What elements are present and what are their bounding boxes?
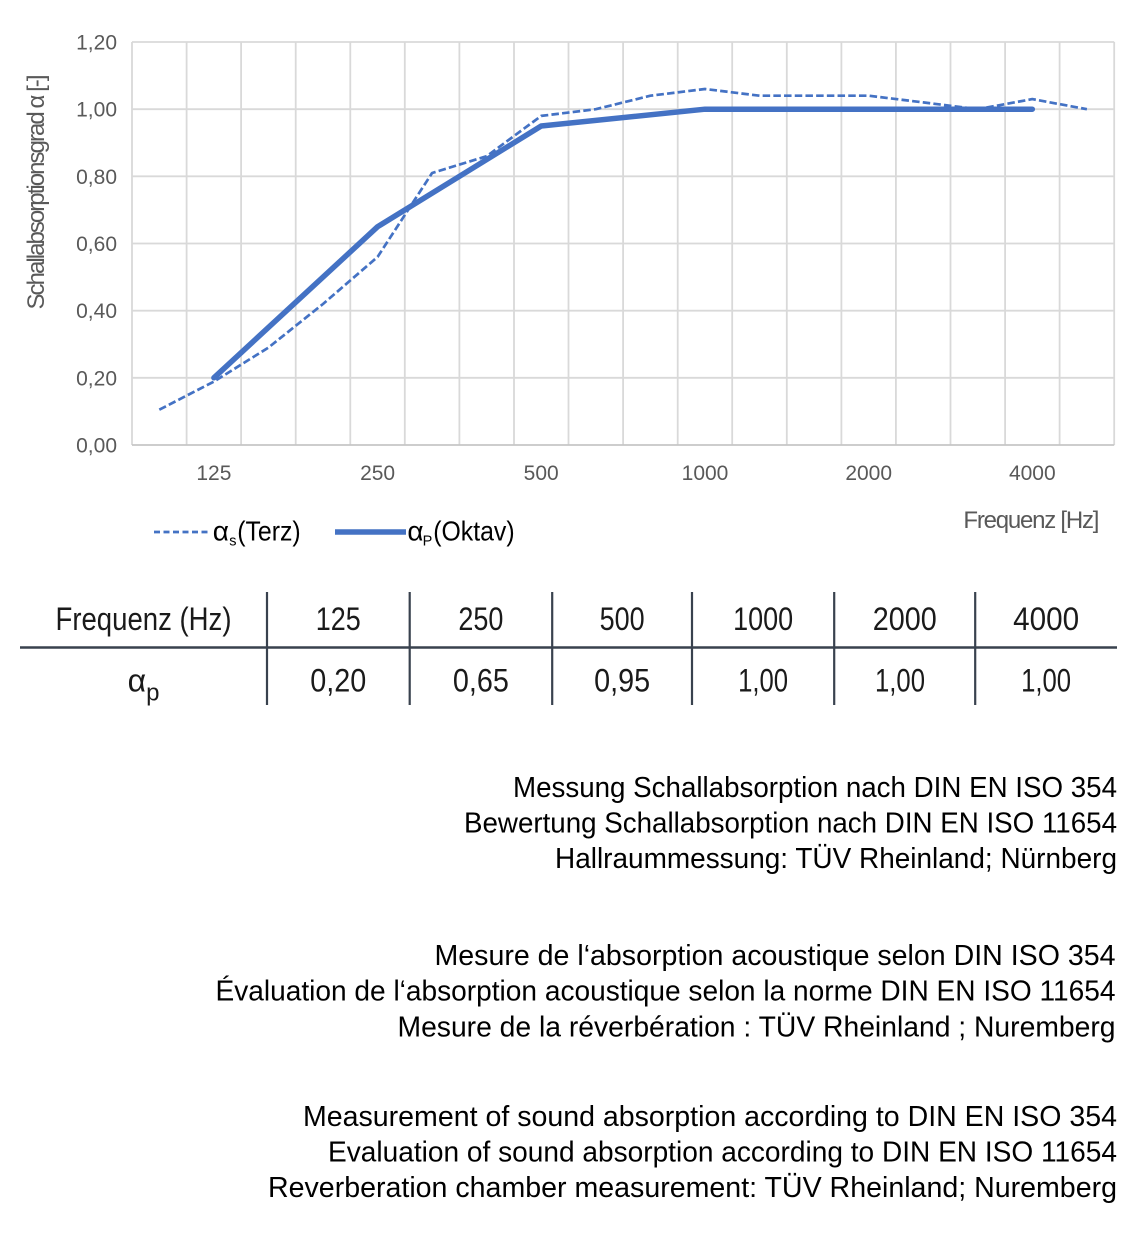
svg-text:Messung Schallabsorption nach: Messung Schallabsorption nach DIN EN ISO… [513,772,1117,804]
svg-text:Hallraummessung: TÜV Rheinland: Hallraummessung: TÜV Rheinland; Nürnberg [555,843,1117,875]
svg-text:Évaluation de l‘absorption aco: Évaluation de l‘absorption acoustique se… [216,975,1116,1008]
svg-text:250: 250 [458,601,503,637]
svg-text:250: 250 [360,462,395,485]
svg-text:1,00: 1,00 [738,663,788,699]
svg-text:Bewertung Schallabsorption nac: Bewertung Schallabsorption nach DIN EN I… [464,808,1117,840]
svg-text:Frequenz (Hz): Frequenz (Hz) [56,601,232,637]
svg-text:1,00: 1,00 [1021,663,1071,699]
svg-text:2000: 2000 [873,601,937,637]
svg-text:Measurement of sound absorptio: Measurement of sound absorption accordin… [303,1101,1117,1133]
svg-text:1000: 1000 [733,601,793,637]
svg-text:0,95: 0,95 [594,663,650,699]
svg-text:Evaluation of sound absorption: Evaluation of sound absorption according… [328,1137,1117,1169]
svg-text:2000: 2000 [845,462,892,485]
svg-text:125: 125 [316,601,361,637]
svg-text:α: α [407,516,423,547]
svg-text:Frequenz [Hz]: Frequenz [Hz] [963,507,1099,534]
svg-text:1,20: 1,20 [76,32,117,55]
svg-text:Schallabsorptionsgrad α [-]: Schallabsorptionsgrad α [-] [23,75,50,310]
svg-text:125: 125 [196,462,231,485]
svg-text:4000: 4000 [1013,601,1079,637]
svg-text:500: 500 [600,601,645,637]
svg-text:Reverberation chamber measurem: Reverberation chamber measurement: TÜV R… [268,1172,1117,1204]
svg-text:1000: 1000 [682,462,729,485]
svg-text:Mesure de l‘absorption acousti: Mesure de l‘absorption acoustique selon … [435,940,1116,972]
svg-text:500: 500 [524,462,559,485]
svg-text:4000: 4000 [1009,462,1056,485]
svg-text:(Terz): (Terz) [237,516,301,547]
svg-text:0,80: 0,80 [76,166,117,189]
svg-text:s: s [229,534,236,550]
svg-text:0,20: 0,20 [76,367,117,390]
svg-text:Mesure de la réverbération : T: Mesure de la réverbération : TÜV Rheinla… [398,1011,1116,1043]
svg-text:0,60: 0,60 [76,233,117,256]
svg-text:0,00: 0,00 [76,435,117,458]
svg-text:0,40: 0,40 [76,300,117,323]
svg-text:(Oktav): (Oktav) [433,516,514,547]
svg-text:1,00: 1,00 [875,663,925,699]
svg-text:0,65: 0,65 [453,663,509,699]
svg-text:0,20: 0,20 [310,663,366,699]
svg-text:P: P [423,534,433,550]
svg-text:α: α [213,516,229,547]
svg-text:1,00: 1,00 [76,99,117,122]
